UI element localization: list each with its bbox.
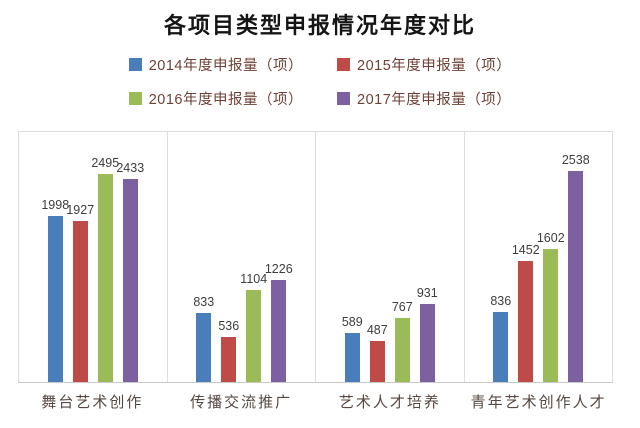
data-label: 1226: [264, 261, 293, 276]
bar-2017-青年艺术创作人才: 2538: [562, 153, 590, 382]
bar-2016-艺术人才培养: 767: [392, 300, 413, 382]
bar-2017-传播交流推广: 1226: [265, 262, 293, 382]
data-label: 931: [416, 286, 438, 301]
legend-swatch-2014-icon: [128, 58, 142, 71]
bar-2015-艺术人才培养: 487: [367, 323, 388, 382]
legend-swatch-2015-icon: [337, 58, 350, 71]
legend-label-2017: 2017年度申报量（项）: [357, 92, 512, 108]
category-group-1: 1998 1927 2495 2433: [19, 132, 168, 382]
data-label: 1452: [511, 243, 540, 257]
data-label: 1927: [66, 203, 95, 218]
bar-2017-舞台艺术创作: 2433: [116, 161, 144, 382]
bar-2014-艺术人才培养: 589: [342, 315, 363, 382]
bar-2017-艺术人才培养: 931: [417, 286, 438, 382]
data-label: 833: [193, 294, 215, 309]
category-group-2: 833 536 1104 1226: [168, 132, 316, 382]
legend: 2014年度申报量（项） 2015年度申报量（项） 2016年度申报量（项） 2…: [0, 54, 640, 109]
bar-2016-传播交流推广: 1104: [240, 272, 267, 382]
legend-label-2016: 2016年度申报量（项）: [148, 92, 303, 108]
data-label: 1104: [240, 272, 268, 286]
data-label: 589: [341, 314, 363, 329]
bar-2015-舞台艺术创作: 1927: [66, 203, 94, 382]
bar-2016-舞台艺术创作: 2495: [91, 156, 119, 382]
legend-swatch-2016-icon: [128, 92, 142, 105]
legend-label-2015: 2015年度申报量（项）: [357, 58, 512, 74]
chart-title: 各项目类型申报情况年度对比: [163, 13, 476, 38]
category-group-4: 836 1452 1602 2538: [465, 132, 613, 382]
legend-row-2: 2016年度申报量（项） 2017年度申报量（项）: [128, 88, 512, 109]
legend-swatch-2017-icon: [337, 92, 350, 105]
data-label: 767: [391, 300, 413, 315]
category-label-2: 传播交流推广: [190, 394, 293, 411]
category-label-1: 舞台艺术创作: [41, 394, 144, 411]
category-group-3: 589 487 767 931: [316, 132, 465, 382]
data-label: 487: [366, 323, 388, 338]
legend-label-2014: 2014年度申报量（项）: [148, 58, 303, 74]
plot-area: 1998 1927 2495 2433 833 536 1104 1226 589 487 767 9…: [18, 131, 613, 383]
data-label: 1998: [41, 197, 70, 212]
category-label-4: 青年艺术创作人才: [470, 394, 607, 411]
category-label-3: 艺术人才培养: [338, 394, 441, 411]
data-label: 536: [218, 319, 240, 334]
data-label: 836: [490, 294, 512, 309]
legend-item-2015: 2015年度申报量（项）: [337, 54, 511, 75]
bar-2014-舞台艺术创作: 1998: [41, 198, 69, 382]
legend-item-2014: 2014年度申报量（项）: [128, 54, 303, 75]
bar-2014-传播交流推广: 833: [193, 295, 214, 382]
bar-2014-青年艺术创作人才: 836: [490, 294, 511, 382]
data-label: 1602: [536, 230, 565, 245]
legend-row-1: 2014年度申报量（项） 2015年度申报量（项）: [128, 54, 512, 75]
bar-2015-青年艺术创作人才: 1452: [512, 243, 540, 382]
data-label: 2538: [561, 152, 590, 167]
data-label: 2433: [116, 161, 145, 176]
data-label: 2495: [91, 156, 120, 171]
legend-item-2016: 2016年度申报量（项）: [128, 88, 303, 109]
category-axis: 舞台艺术创作 传播交流推广 艺术人才培养 青年艺术创作人才: [18, 391, 613, 412]
bar-2016-青年艺术创作人才: 1602: [537, 231, 565, 382]
bar-2015-传播交流推广: 536: [218, 319, 239, 382]
legend-item-2017: 2017年度申报量（项）: [337, 88, 511, 109]
